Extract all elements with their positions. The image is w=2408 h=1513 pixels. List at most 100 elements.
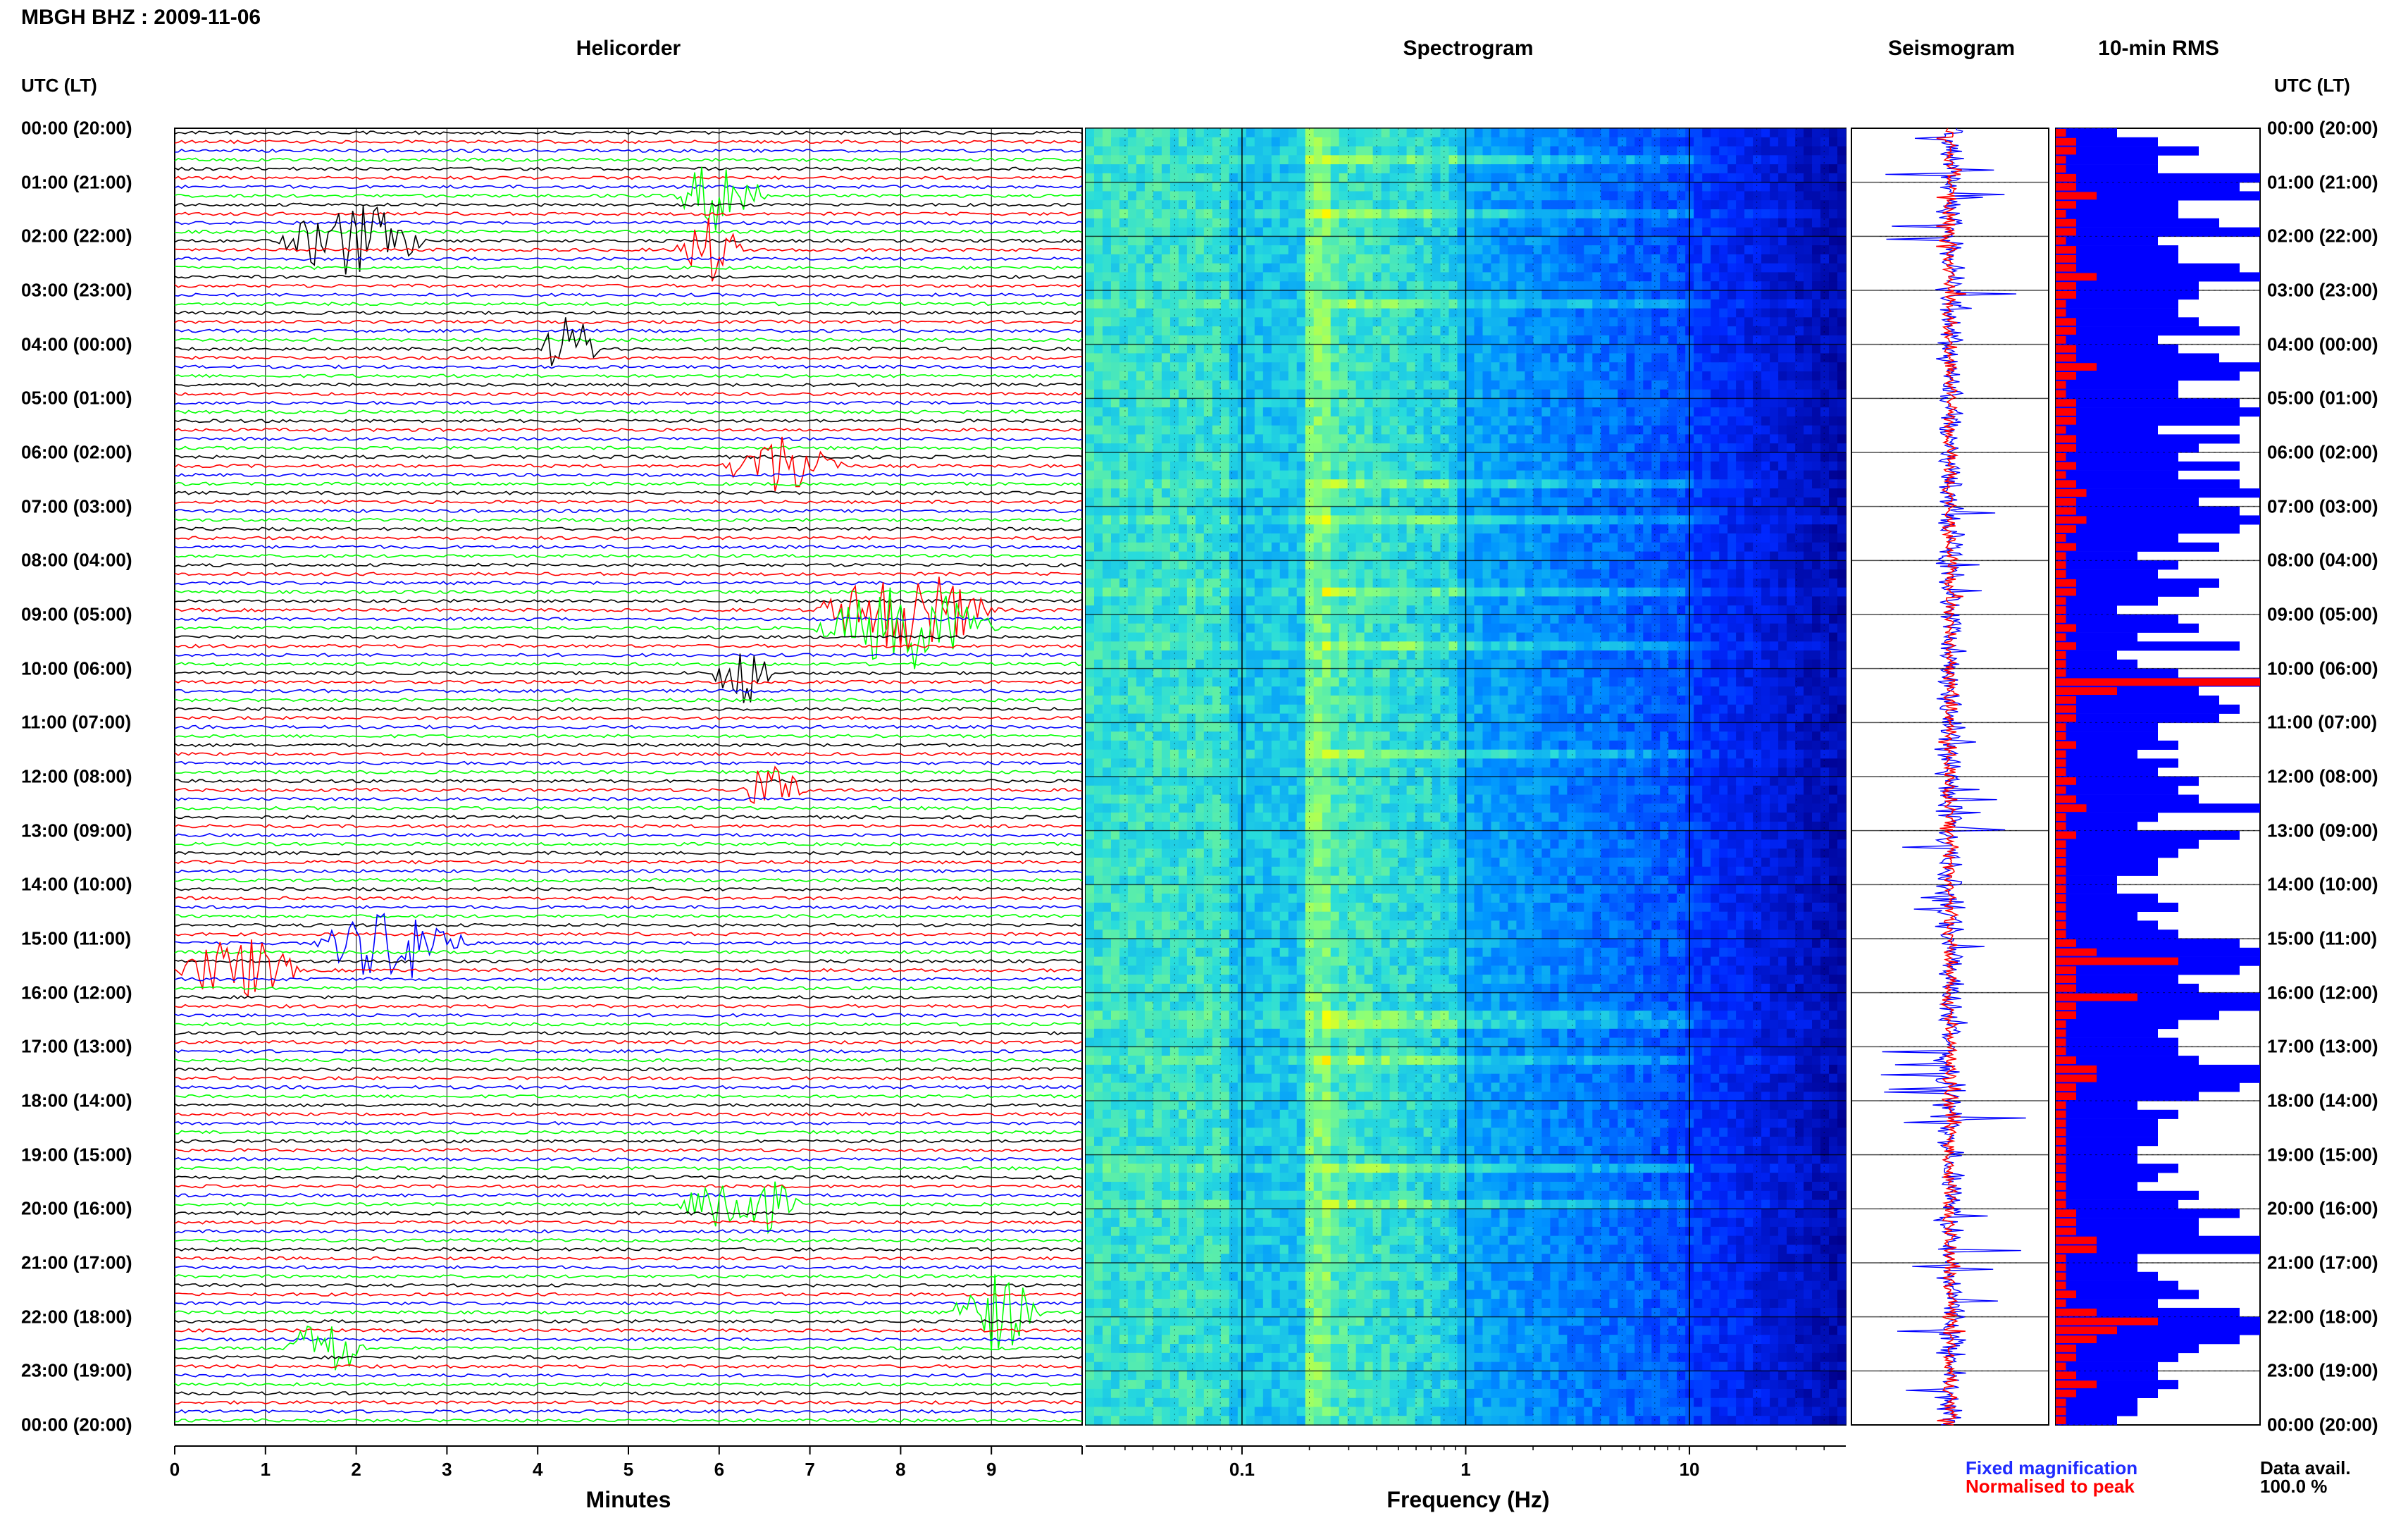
rms-bar-normalised [2056, 651, 2066, 659]
rms-bar-fixed [2056, 1155, 2137, 1164]
rms-bar-normalised [2056, 174, 2076, 182]
rms-bar-fixed [2056, 155, 2158, 164]
rms-bar-normalised [2056, 849, 2066, 857]
time-label: 16:00 (12:00) [2267, 982, 2378, 1003]
rms-bar-normalised [2056, 1309, 2097, 1316]
rms-bar-fixed [2056, 398, 2240, 407]
rms-bar-normalised [2056, 1354, 2076, 1361]
rms-bar-normalised [2056, 183, 2076, 191]
rms-bar-normalised [2056, 894, 2066, 902]
rms-bar-fixed [2056, 1092, 2199, 1101]
time-label: 04:00 (00:00) [2267, 333, 2378, 355]
rms-bar-normalised [2056, 1254, 2066, 1262]
rms-bar-normalised [2056, 480, 2076, 488]
rms-bar-normalised [2056, 210, 2066, 218]
time-label: 03:00 (23:00) [2267, 280, 2378, 302]
rms-bar-normalised [2056, 417, 2076, 425]
minute-tick-label: 3 [442, 1459, 452, 1481]
rms-bar-fixed [2056, 1227, 2199, 1236]
rms-bar-fixed [2056, 471, 2178, 480]
rms-bar-fixed [2056, 1173, 2158, 1182]
minute-tick-label: 2 [351, 1459, 361, 1481]
rms-bar-normalised [2056, 732, 2066, 740]
rms-bar-normalised [2056, 858, 2066, 866]
rms-bar-normalised [2056, 1039, 2066, 1046]
time-label: 02:00 (22:00) [21, 226, 132, 247]
rms-bar-normalised [2056, 1137, 2066, 1145]
rms-bar-fixed [2056, 569, 2158, 579]
time-label: 20:00 (16:00) [21, 1198, 132, 1220]
rms-bar-normalised [2056, 372, 2076, 380]
rms-bar-normalised [2056, 129, 2066, 137]
rms-bar-normalised [2056, 1299, 2066, 1307]
time-label: 12:00 (08:00) [2267, 766, 2378, 788]
time-label: 21:00 (17:00) [2267, 1252, 2378, 1274]
rms-bar-normalised [2056, 1326, 2117, 1334]
rms-bar-fixed [2056, 1281, 2178, 1290]
time-label: 00:00 (20:00) [2267, 118, 2378, 140]
rms-bar-fixed [2056, 984, 2199, 993]
rms-bar-normalised [2056, 994, 2137, 1001]
rms-bar-fixed [2056, 524, 2240, 533]
rms-bar-fixed [2056, 750, 2137, 759]
rms-bar-normalised [2056, 1399, 2066, 1407]
time-label: 19:00 (15:00) [21, 1144, 132, 1166]
minute-tick-label: 1 [261, 1459, 271, 1481]
time-label: 05:00 (01:00) [2267, 388, 2378, 409]
rms-bar-normalised [2056, 615, 2066, 623]
rms-bar-normalised [2056, 660, 2066, 668]
rms-bar-normalised [2056, 471, 2066, 479]
time-label: 14:00 (10:00) [21, 874, 132, 896]
rms-bar-normalised [2056, 363, 2097, 371]
minute-tick-label: 7 [805, 1459, 814, 1481]
rms-bar-fixed [2056, 309, 2178, 318]
rms-bar-normalised [2056, 966, 2076, 974]
rms-bar-normalised [2056, 715, 2076, 722]
rms-bar-normalised [2056, 930, 2066, 938]
minute-tick-label: 4 [533, 1459, 542, 1481]
rms-bar-fixed [2056, 326, 2240, 335]
rms-bar-fixed [2056, 443, 2199, 452]
rms-bar-fixed [2056, 299, 2178, 309]
rms-bar-fixed [2056, 1119, 2158, 1128]
time-label: 06:00 (02:00) [21, 442, 132, 464]
rms-bar-fixed [2056, 147, 2199, 156]
rms-bar-fixed [2056, 1398, 2137, 1407]
rms-bar-normalised [2056, 1363, 2066, 1371]
rms-bar-normalised [2056, 804, 2087, 812]
rms-bar-fixed [2056, 1101, 2137, 1110]
rms-bar-normalised [2056, 1147, 2066, 1154]
rms-bar-normalised [2056, 1011, 2076, 1019]
rms-bar-fixed [2056, 479, 2240, 488]
rms-bar-normalised [2056, 1273, 2066, 1280]
rms-bar-fixed [2056, 390, 2178, 399]
time-label: 18:00 (14:00) [2267, 1090, 2378, 1112]
rms-bar-normalised [2056, 634, 2066, 641]
rms-bar-normalised [2056, 669, 2066, 677]
rms-bar-normalised [2056, 597, 2066, 605]
rms-bar-normalised [2056, 156, 2066, 163]
rms-bar-normalised [2056, 1416, 2066, 1424]
rms-bar-normalised [2056, 768, 2066, 776]
rms-bar-fixed [2056, 1209, 2240, 1218]
rms-bar-normalised [2056, 390, 2066, 398]
rms-bar-fixed [2056, 371, 2240, 381]
rms-bar-normalised [2056, 201, 2076, 209]
rms-bar-fixed [2056, 777, 2199, 786]
rms-bar-normalised [2056, 786, 2066, 794]
frequency-axis-title: Frequency (Hz) [1386, 1487, 1549, 1513]
rms-bar-normalised [2056, 255, 2076, 263]
rms-bar-fixed [2056, 1254, 2137, 1263]
rms-bar-normalised [2056, 1390, 2076, 1397]
rms-bar-normalised [2056, 1092, 2076, 1100]
rms-bar-fixed [2056, 786, 2178, 795]
rms-bar-fixed [2056, 731, 2158, 741]
rms-bar-fixed [2056, 858, 2158, 867]
rms-bar-fixed [2056, 903, 2178, 912]
rms-bar-normalised [2056, 489, 2087, 497]
rms-bar-fixed [2056, 596, 2158, 605]
time-label: 21:00 (17:00) [21, 1252, 132, 1274]
rms-bar-fixed [2056, 758, 2178, 767]
rms-bar-normalised [2056, 832, 2076, 839]
rms-bar-fixed [2056, 831, 2240, 840]
